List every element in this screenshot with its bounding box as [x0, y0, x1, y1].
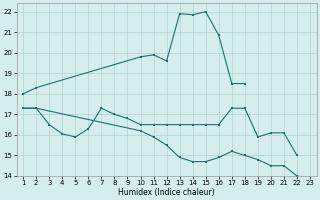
X-axis label: Humidex (Indice chaleur): Humidex (Indice chaleur) — [118, 188, 215, 197]
